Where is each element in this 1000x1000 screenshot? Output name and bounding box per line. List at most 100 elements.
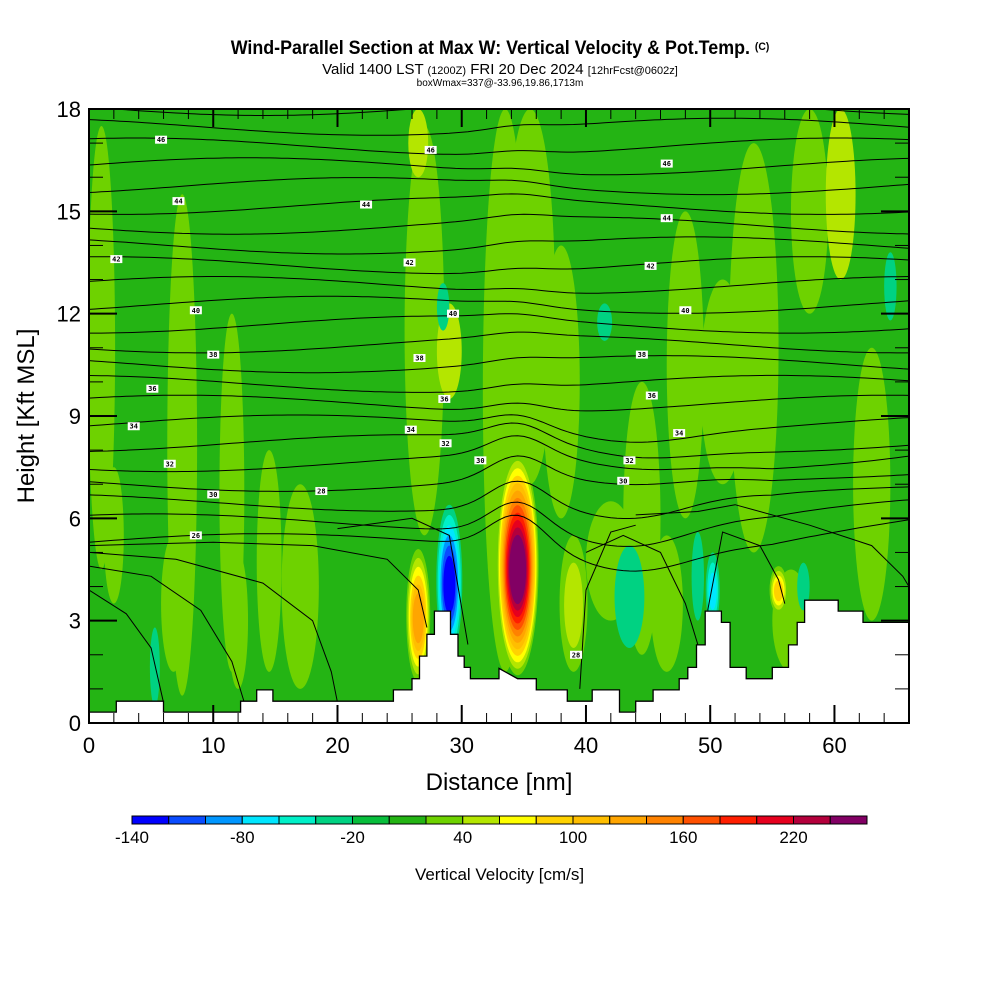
label-text: 44 [362,201,370,209]
copyright-mark: (C) [754,41,770,53]
label-box [207,350,220,359]
theta-contour-line [89,499,909,547]
label-text: 42 [405,259,413,267]
theta-contour-line [89,295,909,314]
theta-contour-label: 28 [315,487,328,496]
theta-contour-line [89,551,338,703]
label-text: 30 [619,477,627,485]
theta-contour-line [89,276,909,294]
label-text: 40 [192,307,200,315]
label-box [660,159,673,168]
colorbar-swatch [462,815,500,825]
colorbar-swatch [205,815,243,825]
colorbar-swatch [499,815,537,825]
colorbar-swatch [278,815,317,825]
colorbar-swatch [793,815,831,825]
w-contour-fill [412,593,424,644]
label-text: 26 [192,532,200,540]
label-text: 32 [166,460,174,468]
colorbar-swatch [425,815,464,825]
label-text: 30 [476,457,484,465]
label-text: 36 [440,395,448,403]
label-text: 34 [130,423,138,431]
chart-subtitle: Valid 1400 LST (1200Z) FRI 20 Dec 2024 [… [0,61,1000,78]
w-contour-fill [564,562,583,648]
colorbar: -140 -80 -20 40 100 160 220 Vertical Velocity [… [115,815,868,884]
theta-contour-line [635,504,909,587]
theta-contour-line [337,517,469,645]
theta-contour-line [89,256,909,275]
theta-contour-line [89,374,909,393]
colorbar-swatch [388,815,427,825]
label-box [360,200,373,209]
colorbar-swatch [719,815,758,825]
theta-contour-label: 46 [155,135,168,144]
colorbar-tick-label: -140 [115,828,149,847]
label-box [644,261,657,270]
theta-contour-label: 42 [403,258,416,267]
theta-contour-label: 40 [447,309,460,318]
theta-contour-label: 44 [172,197,185,206]
w-contour-fill [443,555,456,614]
colorbar-swatch [131,815,170,825]
label-text: 30 [209,491,217,499]
w-contour-fill [708,572,717,610]
w-band [505,109,555,485]
theta-contour-line [89,177,909,196]
theta-contour-label: 38 [635,350,648,359]
label-box [438,394,451,403]
valid-time-lst: Valid 1400 LST [322,61,424,78]
label-text: 44 [174,198,182,206]
theta-contour-line [89,193,909,215]
theta-contour-line [89,541,428,628]
x-tick-label: 10 [201,733,225,758]
colorbar-tick-label: -80 [230,828,255,847]
label-box [570,650,583,659]
theta-contour-label: 38 [207,350,220,359]
theta-contour-label: 28 [570,650,583,659]
label-box [413,354,426,363]
theta-contour-line [89,213,909,235]
theta-contours [89,109,909,703]
y-tick-label: 18 [57,97,81,122]
label-box [127,422,140,431]
w-band-negative [797,562,810,611]
terrain-profile [89,599,909,723]
theta-contour-line [89,455,909,492]
theta-contour-line [89,355,909,374]
colorbar-swatch [682,815,721,825]
label-box [439,439,452,448]
colorbar-swatch [572,815,611,825]
label-text: 42 [112,256,120,264]
box-wmax-info: boxWmax=337@-33.96,19.86,1713m [416,78,584,89]
theta-contour-label: 32 [623,456,636,465]
theta-contour-label: 40 [679,306,692,315]
x-axis-label: Distance [nm] [426,769,573,796]
colorbar-swatch [352,815,390,825]
theta-contour-label: 42 [110,255,123,264]
label-box [660,214,673,223]
w-band-negative [691,531,705,621]
label-text: 34 [407,426,415,434]
theta-contour-line [89,435,909,473]
label-box [315,487,328,496]
y-tick-label: 15 [57,199,81,224]
theta-contour-line [585,534,699,645]
theta-contour-line [89,514,909,572]
label-text: 36 [648,392,656,400]
theta-contour-label: 32 [163,459,176,468]
label-text: 46 [663,160,671,168]
label-box [474,456,487,465]
theta-contour-label: 46 [424,145,437,154]
valid-time-utc: (1200Z) [427,65,467,77]
w-band-negative [597,303,613,341]
theta-contour-label: 30 [474,456,487,465]
label-box [623,456,636,465]
x-tick-label: 50 [698,733,722,758]
y-tick-label: 9 [69,404,81,429]
colorbar-label: Vertical Velocity [cm/s] [415,865,584,884]
label-box [189,531,202,540]
w-band [408,109,429,178]
label-text: 34 [675,430,683,438]
